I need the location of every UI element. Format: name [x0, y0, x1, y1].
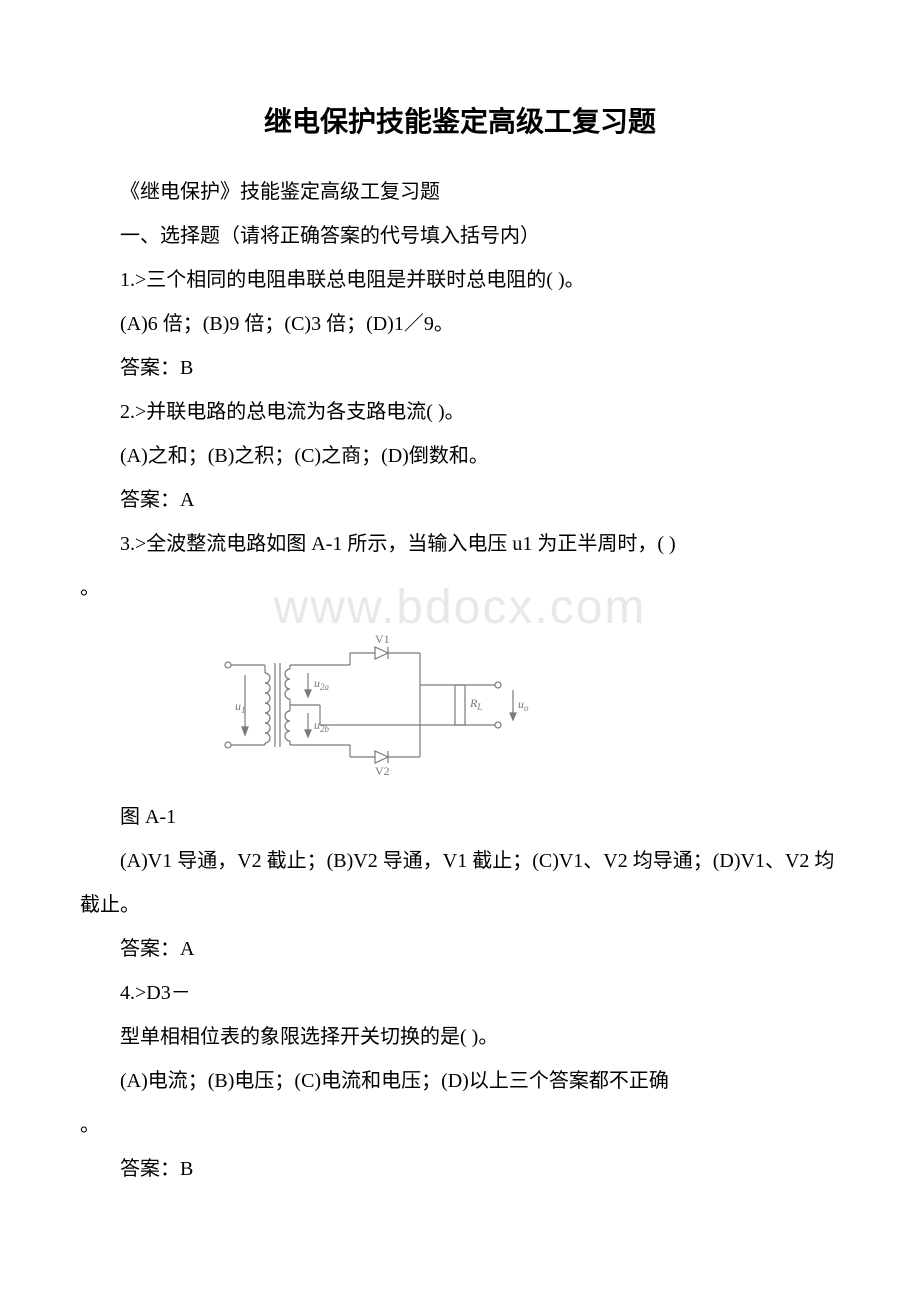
label-v2: V2: [375, 764, 390, 778]
q4-stem2: 型单相相位表的象限选择开关切换的是( )。: [80, 1015, 840, 1059]
q4-stem1: 4.>D3－: [80, 971, 840, 1015]
page-title: 继电保护技能鉴定高级工复习题: [80, 100, 840, 140]
q2-stem: 2.>并联电路的总电流为各支路电流( )。: [80, 390, 840, 434]
q1-stem: 1.>三个相同的电阻串联总电阻是并联时总电阻的( )。: [80, 258, 840, 302]
q2-options: (A)之和；(B)之积；(C)之商；(D)倒数和。: [80, 434, 840, 478]
q3-options: (A)V1 导通，V2 截止；(B)V2 导通，V1 截止；(C)V1、V2 均…: [80, 839, 840, 927]
circuit-diagram: u1 u2a u2b V1 V2 RL uo: [220, 625, 540, 780]
q3-figure-label: 图 A-1: [80, 795, 840, 839]
label-u2a: u2a: [314, 676, 330, 692]
q1-answer: 答案：B: [80, 346, 840, 390]
q3-stem: 3.>全波整流电路如图 A-1 所示，当输入电压 u1 为正半周时，( ): [80, 522, 840, 566]
label-uo: uo: [518, 697, 529, 713]
q4-answer: 答案：B: [80, 1147, 840, 1191]
label-u1: u1: [235, 699, 246, 715]
label-rl: RL: [469, 696, 482, 712]
q4-options: (A)电流；(B)电压；(C)电流和电压；(D)以上三个答案都不正确: [80, 1059, 840, 1103]
q2-answer: 答案：A: [80, 478, 840, 522]
q3-stem-tail: 。: [80, 566, 840, 610]
q1-options: (A)6 倍；(B)9 倍；(C)3 倍；(D)1／9。: [80, 302, 840, 346]
label-v1: V1: [375, 632, 390, 646]
q3-answer: 答案：A: [80, 927, 840, 971]
section-heading: 一、选择题（请将正确答案的代号填入括号内）: [80, 214, 840, 258]
q4-options-tail: 。: [80, 1103, 840, 1147]
label-u2b: u2b: [314, 718, 330, 734]
subtitle: 《继电保护》技能鉴定高级工复习题: [80, 170, 840, 214]
document-content: 继电保护技能鉴定高级工复习题 《继电保护》技能鉴定高级工复习题 一、选择题（请将…: [80, 100, 840, 1191]
